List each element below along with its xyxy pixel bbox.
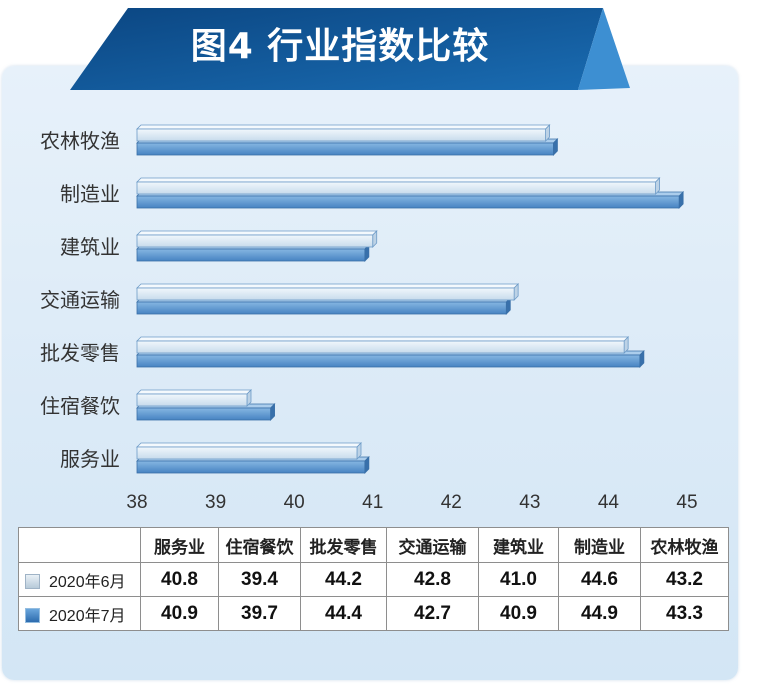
column-header-services: 服务业	[140, 527, 219, 563]
bar-group-construction	[136, 230, 378, 262]
bar-front-face	[136, 287, 515, 301]
table-cell: 44.9	[558, 596, 641, 631]
row-label-cell: 2020年6月	[18, 562, 141, 597]
category-label-transport: 交通运输	[40, 289, 120, 312]
data-table: 服务业 住宿餐饮 批发零售 交通运输 建筑业 制造业 农林牧渔 2020年6月 …	[18, 527, 729, 631]
bar-front-face	[136, 340, 625, 354]
bar-front-face	[136, 195, 680, 209]
table-cell: 42.7	[386, 596, 479, 631]
table-cell: 40.8	[140, 562, 219, 597]
x-tick-label: 45	[676, 492, 697, 513]
bar-front-face	[136, 301, 507, 315]
banner-shape	[70, 8, 603, 90]
table-cell: 41.0	[478, 562, 559, 597]
category-label-agriculture: 农林牧渔	[40, 130, 120, 153]
table-header-row: 服务业 住宿餐饮 批发零售 交通运输 建筑业 制造业 农林牧渔	[18, 527, 729, 563]
x-tick-label: 42	[441, 492, 462, 513]
table-cell: 44.4	[300, 596, 387, 631]
bar-front-face	[136, 181, 656, 195]
table-cell: 42.8	[386, 562, 479, 597]
bar-top-face	[136, 389, 252, 395]
bar-june-manufacturing	[136, 177, 661, 195]
column-header-agriculture: 农林牧渔	[640, 527, 729, 563]
table-row-june: 2020年6月 40.8 39.4 44.2 42.8 41.0 44.6 43…	[18, 562, 729, 597]
bar-june-transport	[136, 283, 520, 301]
table-cell: 39.4	[218, 562, 301, 597]
column-header-manufacturing: 制造业	[558, 527, 641, 563]
column-header-hospitality: 住宿餐饮	[218, 527, 301, 563]
category-label-services: 服务业	[60, 448, 120, 471]
table-cell: 43.3	[640, 596, 729, 631]
column-header-transport: 交通运输	[386, 527, 479, 563]
legend-swatch-june	[25, 573, 40, 589]
bar-front-face	[136, 234, 374, 248]
bar-group-hospitality	[136, 389, 276, 421]
column-header-wholesale-retail: 批发零售	[300, 527, 387, 563]
category-label-construction: 建筑业	[60, 236, 120, 259]
bar-top-face	[136, 177, 661, 183]
bar-top-face	[136, 283, 520, 289]
bar-front-face	[136, 407, 271, 421]
column-header-construction: 建筑业	[478, 527, 559, 563]
bar-top-face	[136, 230, 378, 236]
x-tick-label: 44	[598, 492, 620, 513]
bar-group-wholesale-retail	[136, 336, 645, 368]
row-label: 2020年7月	[49, 607, 126, 625]
legend-swatch-july	[25, 607, 40, 623]
category-label-manufacturing: 制造业	[60, 183, 120, 206]
banner-fold	[578, 8, 630, 90]
bar-june-hospitality	[136, 389, 252, 407]
table-cell: 44.6	[558, 562, 641, 597]
table-corner-cell	[18, 527, 141, 563]
row-label-cell: 2020年7月	[18, 596, 141, 631]
x-tick-label: 40	[284, 492, 305, 513]
table-cell: 40.9	[140, 596, 219, 631]
table-cell: 39.7	[218, 596, 301, 631]
bar-june-agriculture	[136, 124, 551, 142]
bar-group-transport	[136, 283, 520, 315]
x-tick-label: 41	[362, 492, 383, 513]
table-cell: 43.2	[640, 562, 729, 597]
bar-front-face	[136, 446, 358, 460]
bar-group-services	[136, 442, 370, 474]
bar-group-agriculture	[136, 124, 559, 156]
bar-front-face	[136, 248, 366, 262]
bar-front-face	[136, 393, 248, 407]
bar-june-construction	[136, 230, 378, 248]
chart-title: 图4 行业指数比较	[190, 26, 490, 67]
title-banner	[70, 8, 630, 90]
x-tick-label: 43	[519, 492, 540, 513]
bar-front-face	[136, 354, 641, 368]
bar-top-face	[136, 124, 551, 130]
row-label: 2020年6月	[49, 573, 126, 591]
bar-top-face	[136, 336, 630, 342]
bar-front-face	[136, 128, 546, 142]
table-cell: 44.2	[300, 562, 387, 597]
category-label-wholesale-retail: 批发零售	[40, 342, 120, 365]
table-cell: 40.9	[478, 596, 559, 631]
bar-front-face	[136, 142, 554, 156]
bar-top-face	[136, 442, 362, 448]
bar-june-services	[136, 442, 362, 460]
category-label-hospitality: 住宿餐饮	[40, 395, 120, 418]
bar-group-manufacturing	[136, 177, 685, 209]
bar-front-face	[136, 460, 366, 474]
x-tick-label: 39	[205, 492, 226, 513]
bar-june-wholesale-retail	[136, 336, 630, 354]
x-tick-label: 38	[126, 492, 147, 513]
table-row-july: 2020年7月 40.9 39.7 44.4 42.7 40.9 44.9 43…	[18, 596, 729, 631]
